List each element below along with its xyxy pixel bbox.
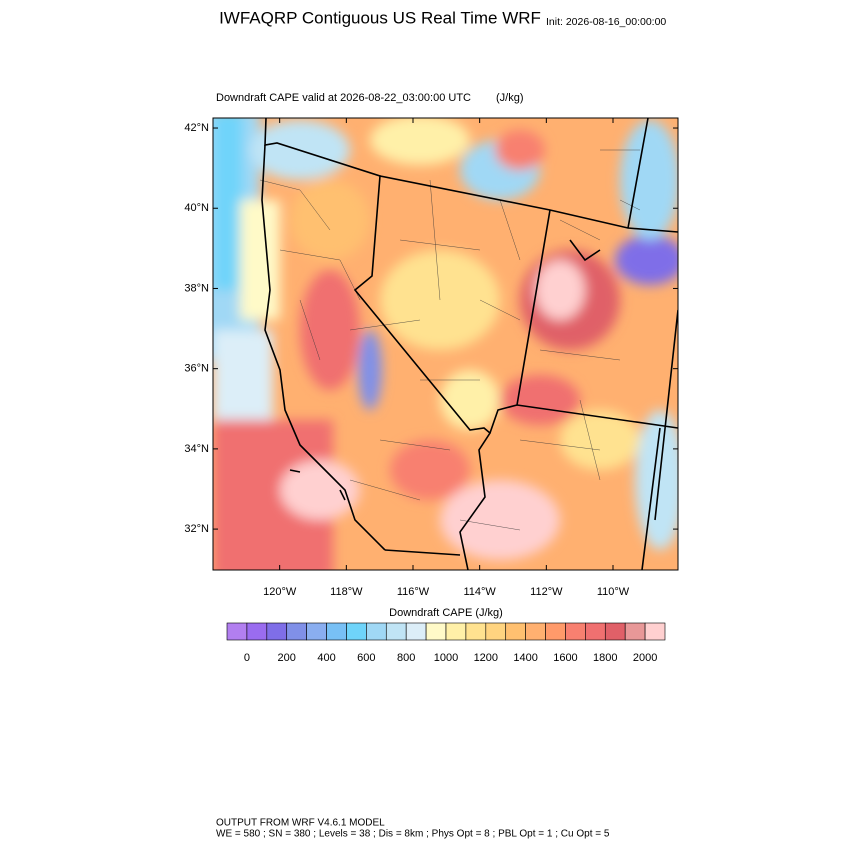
colorbar-box xyxy=(326,622,347,641)
lon-tick-label: 114°W xyxy=(464,586,497,598)
colorbar-box xyxy=(585,622,606,641)
footer-line: OUTPUT FROM WRF V4.6.1 MODEL xyxy=(216,818,385,829)
colorbar-box xyxy=(366,622,387,641)
lat-tick-label: 42°N xyxy=(184,122,209,134)
footer-line: WE = 580 ; SN = 380 ; Levels = 38 ; Dis … xyxy=(216,829,610,840)
colorbar-box xyxy=(465,622,487,641)
colorbar-tick-label: 0 xyxy=(244,652,250,664)
lon-tick-label: 120°W xyxy=(263,586,297,598)
colorbar-tick-label: 400 xyxy=(317,652,335,664)
lon-tick-label: 110°W xyxy=(597,586,630,598)
map-subtitle: Downdraft CAPE valid at 2026-08-22_03:00… xyxy=(216,92,471,104)
lat-tick-label: 40°N xyxy=(184,202,209,214)
colorbar-box xyxy=(624,622,646,641)
colorbar-tick-label: 1200 xyxy=(474,652,498,664)
colorbar-box xyxy=(445,622,467,641)
colorbar-box xyxy=(505,622,526,641)
lat-tick-label: 34°N xyxy=(184,443,209,455)
colorbar-tick-label: 600 xyxy=(357,652,375,664)
colorbar-box xyxy=(306,622,327,641)
colorbar-tick-label: 800 xyxy=(397,652,415,664)
colorbar-box xyxy=(545,622,566,641)
colorbar-tick-label: 1000 xyxy=(434,652,458,664)
colorbar-box xyxy=(246,622,268,641)
lon-tick-label: 112°W xyxy=(530,586,563,598)
map-units: (J/kg) xyxy=(496,92,524,104)
lat-tick-label: 38°N xyxy=(184,282,209,294)
colorbar-tick-label: 2000 xyxy=(633,652,657,664)
colorbar-box xyxy=(485,622,507,641)
field xyxy=(213,118,678,570)
colorbar-tick-label: 200 xyxy=(278,652,296,664)
colorbar-tick-label: 1600 xyxy=(553,652,577,664)
init-time: Init: 2026-08-16_00:00:00 xyxy=(546,16,666,28)
colorbar-box xyxy=(266,622,288,641)
colorbar-box xyxy=(604,622,626,641)
title: IWFAQRP Contiguous US Real Time WRF xyxy=(219,8,541,27)
map-frame xyxy=(212,117,679,571)
colorbar-box xyxy=(525,622,546,641)
colorbar-tick-label: 1400 xyxy=(513,652,537,664)
colorbar-label: Downdraft CAPE (J/kg) xyxy=(389,607,503,619)
colorbar-box xyxy=(286,622,307,641)
colorbar-box xyxy=(385,622,407,641)
colorbar-box xyxy=(425,622,447,641)
lon-tick-label: 118°W xyxy=(330,586,363,598)
lon-tick-label: 116°W xyxy=(397,586,430,598)
colorbar-box xyxy=(565,622,586,641)
colorbar-tick-label: 1800 xyxy=(593,652,617,664)
colorbar-box xyxy=(405,622,427,641)
colorbar-box xyxy=(644,622,666,641)
lat-tick-label: 36°N xyxy=(184,363,209,375)
lat-tick-label: 32°N xyxy=(184,523,209,535)
colorbar-box xyxy=(346,622,367,641)
colorbar-box xyxy=(226,622,248,641)
